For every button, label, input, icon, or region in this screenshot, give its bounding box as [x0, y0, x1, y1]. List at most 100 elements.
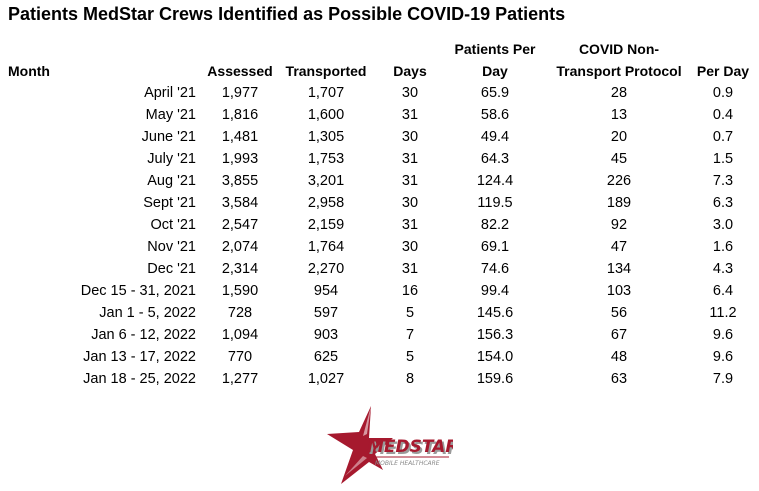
cell-patients-per-day: 99.4: [480, 283, 510, 299]
cell-patients-per-day: 69.1: [480, 239, 510, 255]
cell-month: Jan 1 - 5, 2022: [99, 305, 196, 321]
logo-brand-shadow: MEDSTAR: [369, 439, 453, 459]
cell-assessed: 770: [227, 349, 253, 365]
cell-patients-per-day: 58.6: [480, 107, 510, 123]
cell-month: Dec 15 - 31, 2021: [80, 283, 196, 299]
cell-patients-per-day: 159.6: [476, 371, 514, 387]
cell-assessed: 1,977: [221, 85, 259, 101]
cell-transported: 2,159: [307, 217, 345, 233]
header-days: Days: [393, 63, 427, 79]
cell-month: June '21: [141, 129, 196, 145]
cell-covid-non-transport: 63: [610, 371, 628, 387]
logo-brand: MEDSTAR: [367, 437, 453, 457]
cell-patients-per-day: 154.0: [476, 349, 514, 365]
cell-transported: 2,958: [307, 195, 345, 211]
table-row: Sept '21 3,584 2,958 30 119.5 189 6.3: [0, 192, 759, 214]
table-row: May '21 1,816 1,600 31 58.6 13 0.4: [0, 104, 759, 126]
cell-per-day: 1.6: [712, 239, 734, 255]
cell-month: Nov '21: [147, 239, 196, 255]
cell-assessed: 3,584: [221, 195, 259, 211]
cell-month: Jan 6 - 12, 2022: [91, 327, 196, 343]
cell-days: 30: [401, 129, 419, 145]
cell-month: Dec '21: [147, 261, 196, 277]
cell-patients-per-day: 64.3: [480, 151, 510, 167]
cell-covid-non-transport: 20: [610, 129, 628, 145]
cell-per-day: 7.3: [712, 173, 734, 189]
table-row: Dec 15 - 31, 2021 1,590 954 16 99.4 103 …: [0, 280, 759, 302]
cell-days: 16: [401, 283, 419, 299]
cell-month: April '21: [144, 85, 196, 101]
cell-patients-per-day: 74.6: [480, 261, 510, 277]
cell-covid-non-transport: 13: [610, 107, 628, 123]
cell-per-day: 3.0: [712, 217, 734, 233]
cell-assessed: 3,855: [221, 173, 259, 189]
table-row: June '21 1,481 1,305 30 49.4 20 0.7: [0, 126, 759, 148]
cell-transported: 1,753: [307, 151, 345, 167]
table-row: Jan 1 - 5, 2022 728 597 5 145.6 56 11.2: [0, 302, 759, 324]
table-row: Nov '21 2,074 1,764 30 69.1 47 1.6: [0, 236, 759, 258]
cell-patients-per-day: 156.3: [476, 327, 514, 343]
cell-transported: 954: [313, 283, 339, 299]
table-row: Jan 6 - 12, 2022 1,094 903 7 156.3 67 9.…: [0, 324, 759, 346]
header-patients-per-day-line1: Patients Per: [454, 41, 536, 57]
header-covid-line1: COVID Non-: [578, 41, 660, 57]
cell-days: 31: [401, 151, 419, 167]
table-row: Oct '21 2,547 2,159 31 82.2 92 3.0: [0, 214, 759, 236]
header-transported: Transported: [285, 63, 367, 79]
cell-days: 31: [401, 217, 419, 233]
cell-patients-per-day: 145.6: [476, 305, 514, 321]
cell-month: Jan 13 - 17, 2022: [83, 349, 196, 365]
cell-assessed: 1,277: [221, 371, 259, 387]
cell-patients-per-day: 82.2: [480, 217, 510, 233]
cell-per-day: 0.9: [712, 85, 734, 101]
cell-transported: 2,270: [307, 261, 345, 277]
cell-patients-per-day: 124.4: [476, 173, 514, 189]
cell-transported: 3,201: [307, 173, 345, 189]
cell-month: Oct '21: [150, 217, 196, 233]
cell-days: 30: [401, 239, 419, 255]
cell-assessed: 2,314: [221, 261, 259, 277]
cell-days: 5: [405, 305, 415, 321]
cell-per-day: 4.3: [712, 261, 734, 277]
cell-transported: 1,305: [307, 129, 345, 145]
cell-assessed: 1,993: [221, 151, 259, 167]
cell-days: 8: [405, 371, 415, 387]
cell-transported: 597: [313, 305, 339, 321]
cell-days: 30: [401, 85, 419, 101]
cell-patients-per-day: 49.4: [480, 129, 510, 145]
cell-covid-non-transport: 47: [610, 239, 628, 255]
table-row: Jan 18 - 25, 2022 1,277 1,027 8 159.6 63…: [0, 368, 759, 390]
cell-month: Jan 18 - 25, 2022: [83, 371, 196, 387]
header-patients-per-day: Patients Per Day: [440, 38, 550, 82]
cell-covid-non-transport: 226: [606, 173, 632, 189]
logo-tagline: MOBILE HEALTHCARE: [375, 460, 440, 467]
cell-assessed: 728: [227, 305, 253, 321]
cell-covid-non-transport: 48: [610, 349, 628, 365]
cell-patients-per-day: 65.9: [480, 85, 510, 101]
cell-month: July '21: [147, 151, 196, 167]
table-row: April '21 1,977 1,707 30 65.9 28 0.9: [0, 82, 759, 104]
cell-transported: 1,600: [307, 107, 345, 123]
cell-per-day: 1.5: [712, 151, 734, 167]
cell-covid-non-transport: 28: [610, 85, 628, 101]
cell-days: 5: [405, 349, 415, 365]
table-row: Jan 13 - 17, 2022 770 625 5 154.0 48 9.6: [0, 346, 759, 368]
cell-covid-non-transport: 189: [606, 195, 632, 211]
table-row: Dec '21 2,314 2,270 31 74.6 134 4.3: [0, 258, 759, 280]
cell-month: Sept '21: [143, 195, 196, 211]
header-patients-per-day-line2: Day: [482, 63, 508, 79]
cell-covid-non-transport: 134: [606, 261, 632, 277]
cell-transported: 625: [313, 349, 339, 365]
cell-assessed: 1,094: [221, 327, 259, 343]
cell-per-day: 7.9: [712, 371, 734, 387]
header-month: Month: [8, 63, 50, 79]
cell-covid-non-transport: 103: [606, 283, 632, 299]
cell-transported: 1,764: [307, 239, 345, 255]
cell-transported: 1,707: [307, 85, 345, 101]
cell-month: Aug '21: [147, 173, 196, 189]
table-row: Aug '21 3,855 3,201 31 124.4 226 7.3: [0, 170, 759, 192]
header-assessed: Assessed: [207, 63, 273, 79]
cell-days: 31: [401, 173, 419, 189]
medstar-star-icon: MEDSTAR MEDSTAR MOBILE HEALTHCARE: [327, 406, 460, 484]
cell-covid-non-transport: 92: [610, 217, 628, 233]
